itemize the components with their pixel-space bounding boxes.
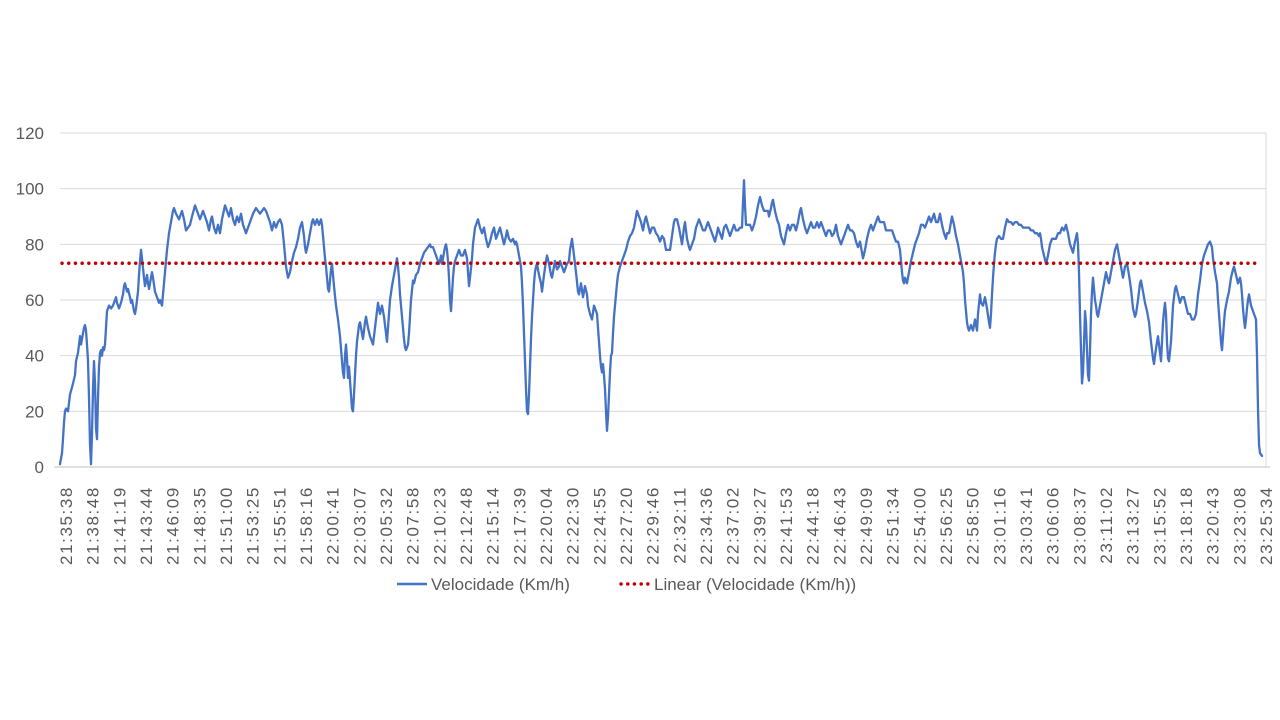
x-tick-label-10: 22:00:41 <box>324 486 343 565</box>
x-tick-label-34: 22:58:50 <box>964 486 983 565</box>
x-tick-label-36: 23:03:41 <box>1017 486 1036 565</box>
x-tick-label-0: 21:35:38 <box>57 486 76 565</box>
x-tick-label-27: 22:41:53 <box>777 486 796 565</box>
x-tick-label-24: 22:34:36 <box>697 486 716 565</box>
x-tick-label-21: 22:27:20 <box>617 486 636 565</box>
x-tick-label-30: 22:49:09 <box>857 486 876 565</box>
y-tick-label-20: 20 <box>25 402 44 421</box>
x-tick-label-22: 22:29:46 <box>644 486 663 565</box>
x-tick-label-12: 22:05:32 <box>377 486 396 565</box>
x-tick-label-35: 23:01:16 <box>990 486 1009 565</box>
x-tick-label-44: 23:23:08 <box>1230 486 1249 565</box>
x-tick-label-15: 22:12:48 <box>457 486 476 565</box>
x-tick-label-14: 22:10:23 <box>430 486 449 565</box>
y-tick-label-40: 40 <box>25 347 44 366</box>
x-tick-label-42: 23:18:18 <box>1177 486 1196 565</box>
legend-trendline-label: Linear (Velocidade (Km/h)) <box>654 575 856 594</box>
x-tick-label-1: 21:38:48 <box>84 486 103 565</box>
series-group <box>58 179 1264 466</box>
x-axis-tick-labels-group: 21:35:38 21:38:48 21:41:19 21:43:44 21:46:09… <box>57 486 1276 565</box>
legend-series-label: Velocidade (Km/h) <box>431 575 570 594</box>
x-tick-label-29: 22:46:43 <box>830 486 849 565</box>
x-tick-label-45: 23:25:34 <box>1257 486 1276 565</box>
x-tick-label-28: 22:44:18 <box>804 486 823 565</box>
x-tick-label-3: 21:43:44 <box>137 486 156 565</box>
x-tick-label-18: 22:20:04 <box>537 486 556 565</box>
y-axis-tick-labels-group: 0 20 40 60 80 100 120 <box>16 124 44 477</box>
x-tick-label-40: 23:13:27 <box>1124 486 1143 565</box>
legend: Velocidade (Km/h) Linear (Velocidade (Km… <box>397 575 856 594</box>
x-tick-label-32: 22:54:00 <box>910 486 929 565</box>
y-tick-label-60: 60 <box>25 291 44 310</box>
x-tick-label-8: 21:55:51 <box>270 486 289 565</box>
x-tick-label-37: 23:06:06 <box>1044 486 1063 565</box>
x-tick-label-13: 22:07:58 <box>404 486 423 565</box>
x-tick-label-6: 21:51:00 <box>217 486 236 565</box>
x-tick-label-33: 22:56:25 <box>937 486 956 565</box>
x-tick-label-4: 21:46:09 <box>164 486 183 565</box>
x-tick-label-19: 22:22:30 <box>564 486 583 565</box>
x-tick-label-20: 22:24:55 <box>590 486 609 565</box>
gridlines-group <box>54 132 1270 468</box>
y-tick-label-120: 120 <box>16 124 44 143</box>
y-tick-label-0: 0 <box>35 458 44 477</box>
x-tick-label-5: 21:48:35 <box>190 486 209 565</box>
x-tick-label-17: 22:17:39 <box>510 486 529 565</box>
x-tick-label-43: 23:20:43 <box>1204 486 1223 565</box>
x-tick-label-9: 21:58:16 <box>297 486 316 565</box>
y-tick-label-100: 100 <box>16 180 44 199</box>
x-tick-label-39: 23:11:02 <box>1097 486 1116 564</box>
x-tick-label-38: 23:08:37 <box>1070 486 1089 565</box>
x-tick-label-7: 21:53:25 <box>244 486 263 565</box>
y-tick-label-80: 80 <box>25 235 44 254</box>
series-line-velocidade <box>58 179 1264 466</box>
x-tick-label-2: 21:41:19 <box>110 486 129 565</box>
x-tick-label-11: 22:03:07 <box>350 486 369 565</box>
x-tick-label-23: 22:32:11 <box>670 486 689 564</box>
x-tick-label-16: 22:15:14 <box>484 486 503 565</box>
x-tick-label-25: 22:37:02 <box>724 486 743 565</box>
x-tick-label-41: 23:15:52 <box>1150 486 1169 565</box>
x-tick-label-31: 22:51:34 <box>884 486 903 565</box>
x-tick-label-26: 22:39:27 <box>750 486 769 565</box>
